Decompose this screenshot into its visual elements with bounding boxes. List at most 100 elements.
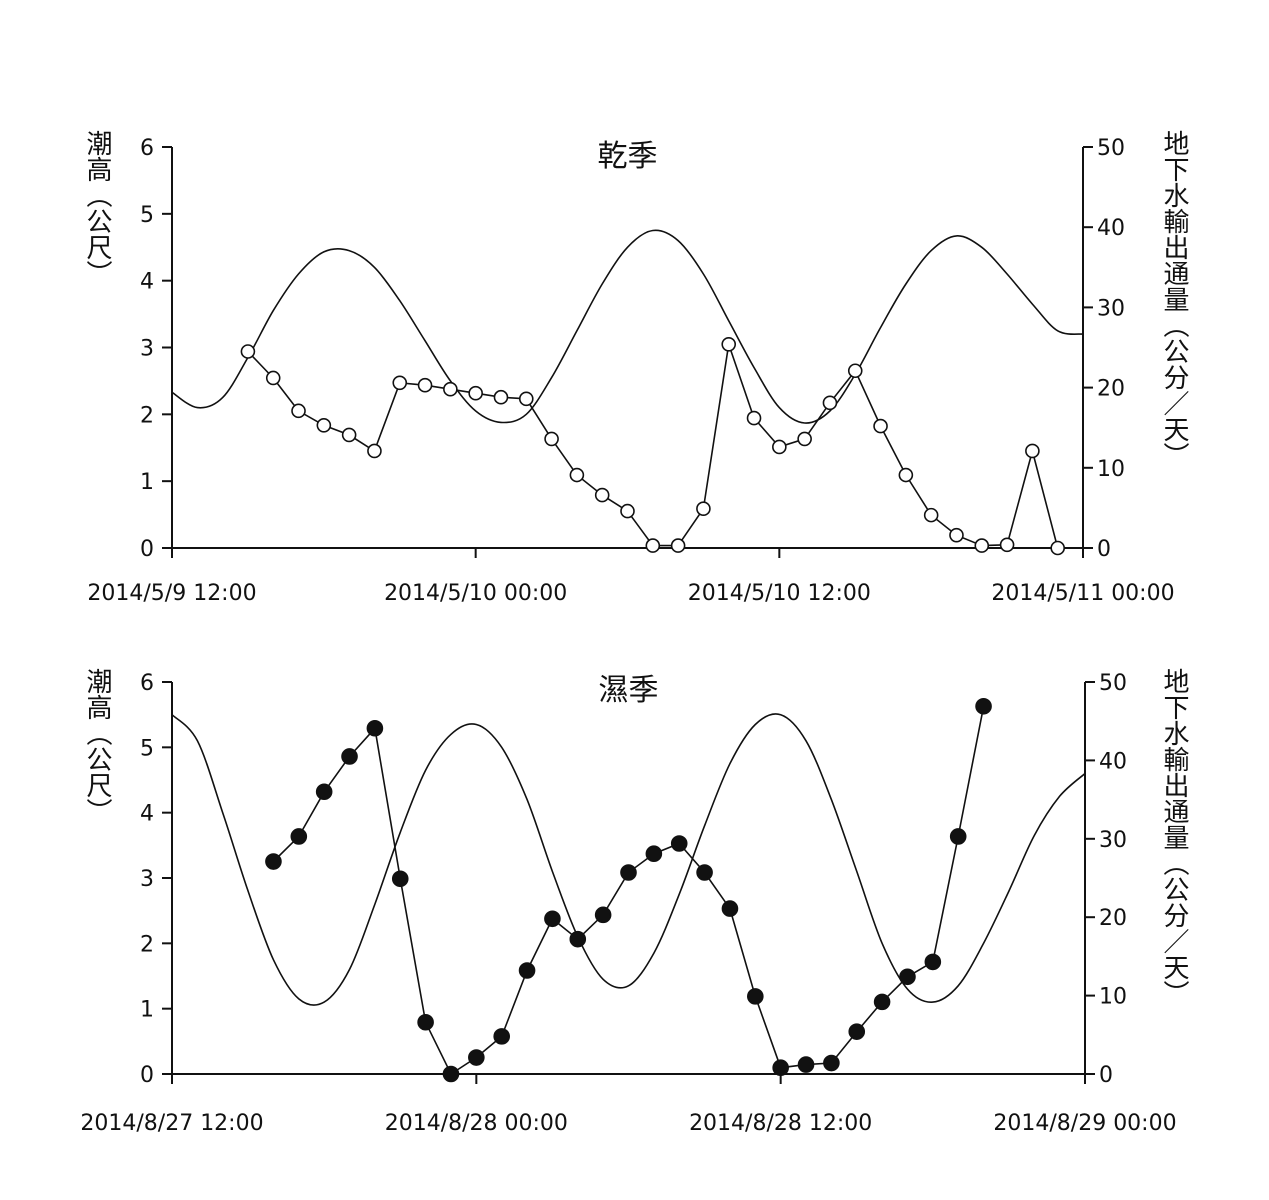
groundwater-flux-point xyxy=(949,828,967,845)
groundwater-flux-point xyxy=(974,538,990,553)
left-y-tick-label: 3 xyxy=(140,337,154,362)
groundwater-flux-point xyxy=(721,900,739,917)
groundwater-flux-point xyxy=(1025,443,1040,459)
x-tick-label: 2014/5/10 00:00 xyxy=(384,581,567,606)
groundwater-flux-point xyxy=(823,1054,840,1072)
groundwater-flux-point xyxy=(366,719,384,737)
dry-season-chart: 0 1 2 3 4 5 6 0 10 20 30 40 50 2014/5/9 12:00 2014/5/1… xyxy=(82,130,1189,606)
groundwater-flux-point xyxy=(392,375,408,391)
groundwater-flux-point xyxy=(443,381,458,397)
right-y-tick-label: 30 xyxy=(1097,296,1125,321)
left-y-tick-label: 3 xyxy=(140,867,154,892)
groundwater-flux-point xyxy=(670,835,688,852)
x-tick-label: 2014/5/9 12:00 xyxy=(87,581,256,606)
right-y-tick-label: 50 xyxy=(1097,136,1125,161)
left-axis-label: 潮高（公尺） xyxy=(82,130,112,286)
groundwater-flux-point xyxy=(975,698,992,715)
groundwater-flux-point xyxy=(797,1056,815,1073)
groundwater-flux-point xyxy=(620,864,637,881)
groundwater-flux-point xyxy=(493,1028,510,1045)
x-tick-label: 2014/8/29 00:00 xyxy=(993,1111,1176,1136)
right-y-tick-label: 40 xyxy=(1097,216,1125,241)
tide-height-curve xyxy=(172,713,1085,1006)
wet-season-plot: 0 1 2 3 4 5 6 0 10 20 30 40 50 2014/8/27 12:00 2014/8/… xyxy=(80,671,1176,1136)
right-y-tick-label: 10 xyxy=(1099,985,1127,1010)
groundwater-flux-point xyxy=(924,953,942,971)
groundwater-flux-point xyxy=(772,1059,789,1077)
groundwater-flux-point xyxy=(315,783,333,801)
groundwater-flux-point xyxy=(417,1013,434,1031)
left-axis-label: 潮高（公尺） xyxy=(82,668,112,824)
x-tick-label: 2014/8/28 00:00 xyxy=(385,1111,568,1136)
left-y-tick-label: 2 xyxy=(140,932,154,957)
groundwater-flux-point xyxy=(291,403,306,419)
left-y-tick-label: 0 xyxy=(140,1063,154,1088)
groundwater-flux-point xyxy=(544,910,561,928)
groundwater-flux-point xyxy=(367,443,382,459)
left-y-tick-label: 1 xyxy=(140,998,154,1023)
groundwater-flux-point xyxy=(442,1065,460,1083)
groundwater-flux-point xyxy=(899,968,916,986)
groundwater-flux-point xyxy=(391,870,409,888)
x-tick-label: 2014/8/28 12:00 xyxy=(689,1111,872,1136)
left-y-tick-label: 6 xyxy=(140,671,154,696)
dry-season-plot: 0 1 2 3 4 5 6 0 10 20 30 40 50 2014/5/9 12:00 2014/5/1… xyxy=(87,136,1174,606)
left-y-tick-label: 5 xyxy=(140,203,154,228)
left-y-tick-label: 4 xyxy=(140,270,154,295)
groundwater-flux-point xyxy=(898,467,914,483)
left-y-tick-label: 6 xyxy=(140,136,154,161)
groundwater-flux-point xyxy=(721,336,737,352)
groundwater-flux-point xyxy=(468,1049,485,1066)
groundwater-flux-point xyxy=(569,930,587,948)
groundwater-flux-point xyxy=(265,853,282,870)
left-y-tick-label: 0 xyxy=(140,537,154,562)
groundwater-flux-point xyxy=(645,845,663,862)
right-y-tick-label: 0 xyxy=(1099,1063,1113,1088)
right-axis-label: 地下水輸出通量（公分／天） xyxy=(1159,130,1189,468)
left-y-tick-label: 4 xyxy=(140,802,154,827)
groundwater-flux-point xyxy=(518,391,534,407)
groundwater-flux-point xyxy=(747,988,764,1005)
right-y-tick-label: 30 xyxy=(1099,828,1127,853)
right-y-tick-label: 20 xyxy=(1099,906,1127,931)
right-y-tick-label: 10 xyxy=(1097,457,1125,482)
groundwater-flux-point xyxy=(341,427,357,443)
groundwater-flux-point xyxy=(696,864,713,881)
right-y-tick-label: 40 xyxy=(1099,749,1127,774)
chart-title: 乾季 xyxy=(598,139,658,174)
groundwater-flux-point xyxy=(848,1023,866,1040)
groundwater-flux-point xyxy=(772,439,787,455)
left-y-tick-label: 2 xyxy=(140,403,154,428)
groundwater-flux-point xyxy=(468,385,483,401)
right-y-tick-label: 0 xyxy=(1097,537,1111,562)
groundwater-flux-point xyxy=(923,507,939,523)
groundwater-flux-point xyxy=(341,748,358,765)
tide-height-curve xyxy=(172,229,1083,424)
groundwater-flux-point xyxy=(290,828,308,845)
groundwater-flux-point xyxy=(797,431,812,447)
left-y-tick-label: 1 xyxy=(140,470,154,495)
groundwater-flux-point xyxy=(518,962,536,979)
right-y-tick-label: 20 xyxy=(1097,377,1125,402)
x-tick-label: 2014/5/10 12:00 xyxy=(688,581,871,606)
groundwater-flux-point xyxy=(594,906,612,924)
groundwater-flux-point xyxy=(822,395,838,411)
groundwater-flux-point xyxy=(873,993,891,1011)
groundwater-flux-point xyxy=(569,467,585,483)
groundwater-flux-point xyxy=(645,538,661,553)
right-y-tick-label: 50 xyxy=(1099,671,1127,696)
right-axis-label: 地下水輸出通量（公分／天） xyxy=(1159,668,1189,1006)
x-tick-label: 2014/5/11 00:00 xyxy=(991,581,1174,606)
groundwater-flux-point xyxy=(873,418,888,434)
groundwater-flux-point xyxy=(1050,540,1065,556)
wet-season-chart: 0 1 2 3 4 5 6 0 10 20 30 40 50 2014/8/27 12:00 2014/8/… xyxy=(0,620,1269,1200)
groundwater-flux-point xyxy=(999,537,1015,553)
left-y-tick-label: 5 xyxy=(140,736,154,761)
groundwater-flux-point xyxy=(670,538,686,553)
groundwater-flux-point xyxy=(847,363,863,379)
groundwater-flux-point xyxy=(620,503,635,519)
groundwater-flux-point xyxy=(265,370,281,386)
chart-title: 濕季 xyxy=(599,673,659,708)
groundwater-flux-point xyxy=(240,344,256,359)
x-tick-label: 2014/8/27 12:00 xyxy=(80,1111,263,1136)
